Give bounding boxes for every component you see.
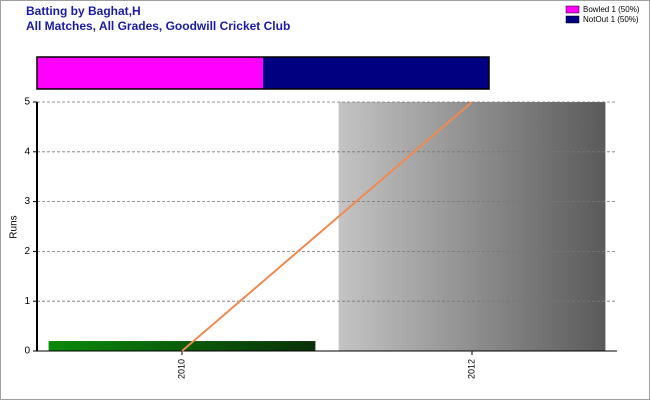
chart-title: Batting by Baghat,H bbox=[26, 4, 141, 18]
y-tick-label: 2 bbox=[24, 246, 30, 257]
legend-label: NotOut 1 (50%) bbox=[583, 15, 639, 24]
y-tick-label: 1 bbox=[24, 296, 30, 307]
bar bbox=[338, 102, 606, 351]
y-tick-label: 5 bbox=[24, 97, 30, 108]
y-axis-label: Runs bbox=[9, 215, 20, 238]
y-tick-label: 4 bbox=[24, 146, 30, 157]
line-series bbox=[181, 101, 473, 352]
x-tick-label: 2010 bbox=[176, 359, 186, 379]
dismissal-border bbox=[36, 56, 490, 90]
x-tick-label: 2012 bbox=[466, 359, 476, 379]
chart-subtitle: All Matches, All Grades, Goodwill Cricke… bbox=[26, 19, 290, 33]
dismissal-segment bbox=[263, 57, 489, 89]
legend-label: Bowled 1 (50%) bbox=[583, 5, 640, 14]
y-tick-label: 0 bbox=[24, 346, 30, 357]
bar bbox=[48, 341, 316, 351]
legend-swatch bbox=[565, 5, 580, 14]
legend-swatch bbox=[565, 15, 580, 24]
y-tick-label: 3 bbox=[24, 196, 30, 207]
dismissal-segment bbox=[37, 57, 263, 89]
